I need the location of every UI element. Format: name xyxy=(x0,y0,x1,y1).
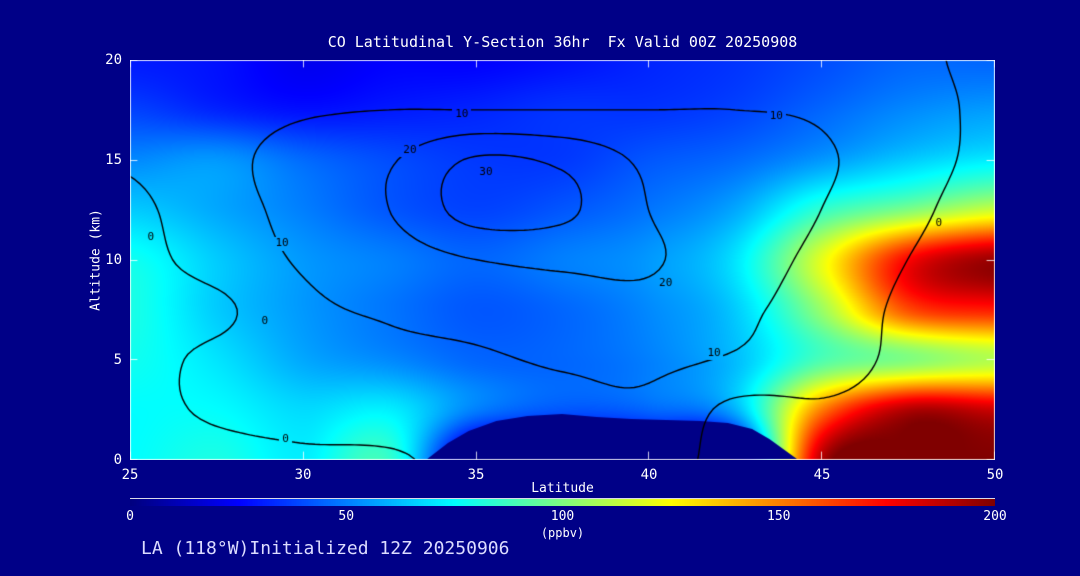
colorbar-tick-label: 50 xyxy=(338,509,355,524)
colorbar-tick-label: 100 xyxy=(550,509,575,524)
colorbar-gradient xyxy=(130,498,995,506)
colorbar-tick-label: 150 xyxy=(767,509,791,524)
x-tick-label: 45 xyxy=(813,467,831,483)
y-tick-label: 15 xyxy=(105,152,122,168)
colorbar-tick-label: 200 xyxy=(983,509,1007,524)
footer-annotation: LA (118°W)Initialized 12Z 20250906 xyxy=(141,538,510,559)
x-tick-label: 40 xyxy=(640,467,658,483)
y-tick-label: 5 xyxy=(113,352,122,368)
x-axis-label: Latitude xyxy=(531,481,594,496)
contour-plot-canvas xyxy=(130,60,995,460)
y-tick-label: 0 xyxy=(113,452,122,468)
plot-area xyxy=(130,60,995,460)
x-tick-label: 30 xyxy=(294,467,312,483)
y-tick-label: 20 xyxy=(105,52,122,68)
y-tick-label: 10 xyxy=(105,252,122,268)
x-tick-label: 25 xyxy=(121,467,139,483)
x-tick-label: 35 xyxy=(467,467,485,483)
x-tick-label: 50 xyxy=(986,467,1004,483)
chart-title: CO Latitudinal Y-Section 36hr Fx Valid 0… xyxy=(327,33,798,51)
colorbar-units-label: (ppbv) xyxy=(540,526,585,540)
colorbar-tick-label: 0 xyxy=(126,509,134,524)
